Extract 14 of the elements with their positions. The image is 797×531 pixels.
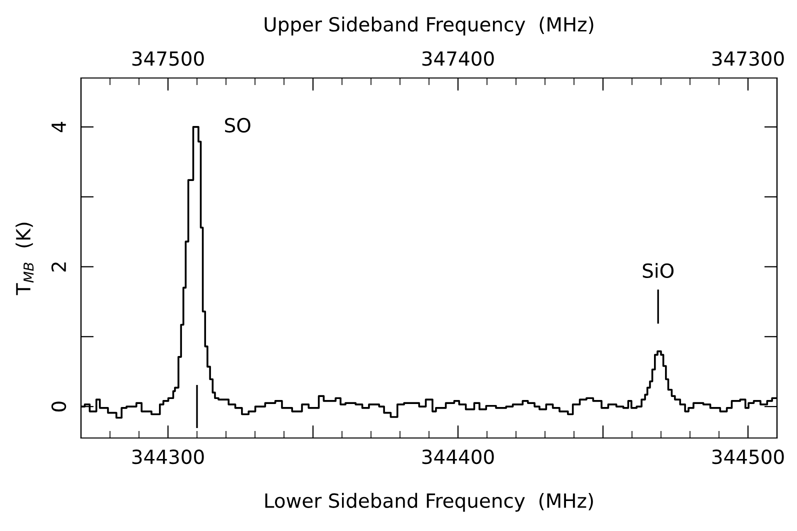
x-axis-title: Lower Sideband Frequency (MHz) [265,492,593,512]
x-tick-label: 344300 [132,449,204,464]
annotation: SO [225,118,250,133]
x2-axis-title: Upper Sideband Frequency (MHz) [264,16,594,36]
x-tick-label: 344400 [422,449,494,464]
y-tick-label: 2 [51,262,66,272]
y-tick-label: 4 [52,122,66,132]
x2-tick-label: 347400 [422,51,494,66]
y-tick-label: 0 [51,402,66,412]
x2-tick-label: 347500 [132,51,204,66]
x-tick-label: 344500 [712,449,784,464]
y-axis-title: T$_{MB}$ (K) [16,222,34,296]
ref-line-label: SiO [642,262,674,278]
x2-tick-label: 347300 [712,51,784,66]
